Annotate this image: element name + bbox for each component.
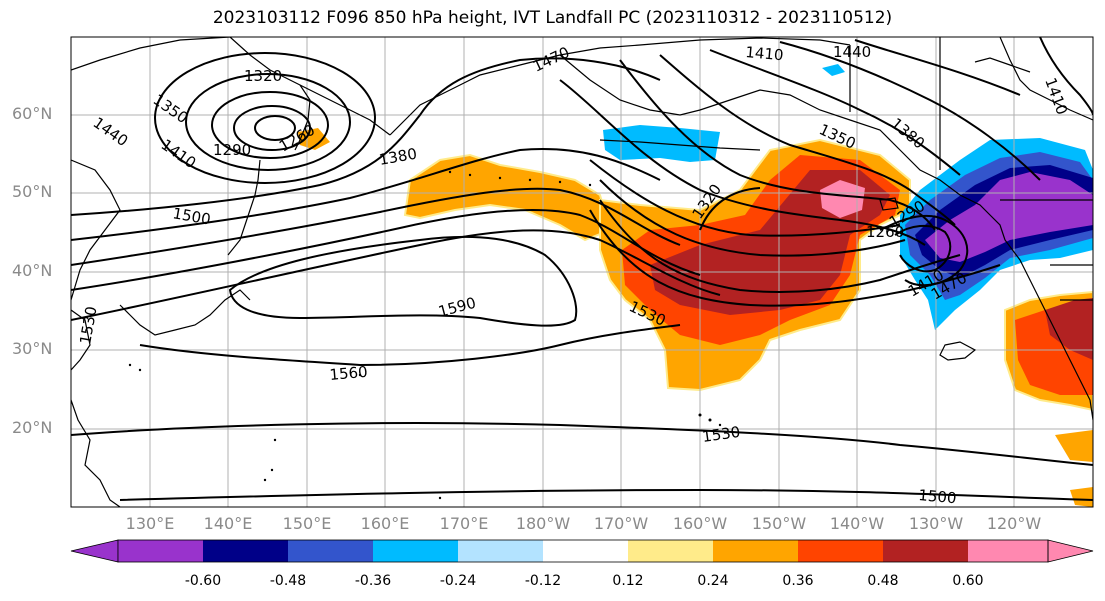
lon-label: 150°W (751, 514, 807, 533)
ivt-purple-coast (925, 172, 1093, 262)
contour-label: 1260 (866, 223, 904, 241)
lon-label: 120°W (986, 514, 1042, 533)
lat-label: 50°N (12, 182, 53, 201)
ivt-pink-core (820, 180, 865, 218)
colorbar-label: -0.12 (524, 573, 562, 589)
contour-label: 1500 (918, 486, 958, 507)
map-frame (70, 36, 1094, 508)
lon-label: 140°W (829, 514, 885, 533)
lat-label: 40°N (12, 261, 53, 280)
colorbar-label: -0.24 (439, 573, 477, 589)
ivt-cyan-small (822, 64, 845, 76)
colorbar (70, 539, 1094, 563)
contour-label: 1530 (701, 423, 741, 446)
height-contours (71, 37, 1093, 501)
colorbar-label: -0.48 (269, 573, 307, 589)
coastlines (71, 37, 1093, 507)
lon-label: 160°E (360, 514, 410, 533)
colorbar-cell (628, 540, 713, 562)
ivt-orange-south-tiny (1070, 487, 1093, 507)
colorbar-label: 0.36 (782, 573, 814, 589)
colorbar-cell (458, 540, 543, 562)
colorbar-label: -0.60 (184, 573, 222, 589)
ivt-orange-small-north (298, 128, 330, 150)
lon-label: 170°W (593, 514, 649, 533)
colorbar-label: 0.12 (612, 573, 644, 589)
lat-label: 30°N (12, 339, 53, 358)
contour-label: 1410 (745, 43, 785, 64)
colorbar-cell (203, 540, 288, 562)
lon-label: 150°E (282, 514, 332, 533)
ivt-orange-south-small (1055, 430, 1093, 462)
colorbar-cell (543, 540, 628, 562)
lat-label: 20°N (12, 418, 53, 437)
colorbar-cell (288, 540, 373, 562)
lon-label: 180°W (515, 514, 571, 533)
colorbar-label: -0.36 (354, 573, 392, 589)
gridlines (71, 37, 1093, 507)
lon-label: 170°E (439, 514, 489, 533)
colorbar-arrow-left (70, 539, 119, 563)
contour-label: 1290 (213, 141, 251, 159)
colorbar-cell (713, 540, 798, 562)
colorbar-cell (373, 540, 458, 562)
colorbar-cell (798, 540, 883, 562)
ivt-darkred-southeast (1045, 298, 1093, 360)
colorbar-label: 0.24 (697, 573, 729, 589)
colorbar-label: 0.48 (867, 573, 899, 589)
contour-label: 1560 (329, 363, 369, 384)
colorbar-cell (118, 540, 203, 562)
colorbar-cell (968, 540, 1048, 562)
lat-label: 60°N (12, 104, 53, 123)
lon-label: 160°W (672, 514, 728, 533)
colorbar-label: 0.60 (952, 573, 984, 589)
map-title: 2023103112 F096 850 hPa height, IVT Land… (212, 8, 893, 28)
lon-label: 130°E (125, 514, 175, 533)
islands (128, 170, 722, 500)
contour-label: 1440 (833, 43, 871, 61)
colorbar-cell (883, 540, 968, 562)
lon-label: 130°W (908, 514, 964, 533)
contour-label: 1320 (244, 67, 282, 85)
lon-label: 140°E (203, 514, 253, 533)
colorbar-arrow-right (1047, 539, 1094, 563)
